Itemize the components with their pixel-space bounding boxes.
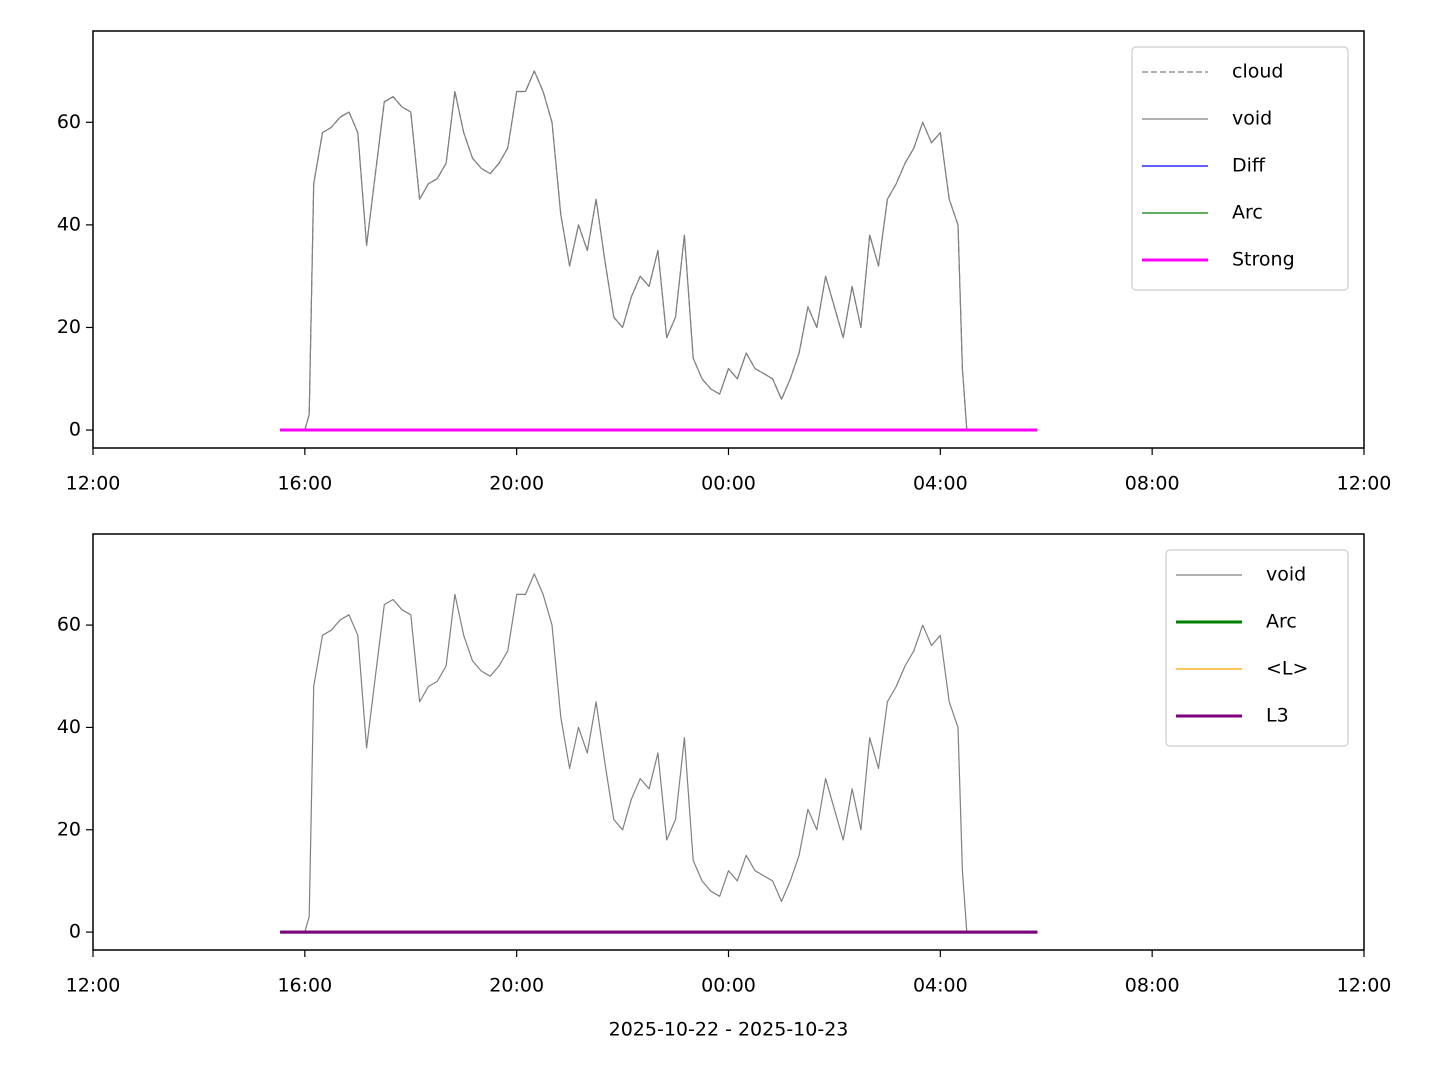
legend-label: Arc bbox=[1232, 202, 1263, 224]
legend-label: cloud bbox=[1232, 61, 1283, 83]
legend-label: Arc bbox=[1266, 611, 1297, 633]
y-tick-label: 40 bbox=[57, 716, 81, 738]
legend: cloud void Diff Arc Strong bbox=[1131, 46, 1349, 291]
y-tick-label: 0 bbox=[69, 921, 81, 943]
legend-label: <L> bbox=[1266, 658, 1308, 680]
series-line bbox=[304, 573, 968, 933]
x-axis-label: 2025-10-22 - 2025-10-23 bbox=[609, 1019, 849, 1041]
series-line bbox=[304, 70, 968, 431]
x-tick-label: 00:00 bbox=[701, 975, 756, 997]
x-tick-label: 12:00 bbox=[1337, 473, 1392, 495]
legend-label: void bbox=[1232, 108, 1272, 130]
legend: void Arc <L> L3 bbox=[1165, 549, 1349, 747]
series-line bbox=[304, 70, 968, 431]
x-tick-label: 20:00 bbox=[489, 975, 544, 997]
x-tick-label: 16:00 bbox=[277, 473, 332, 495]
y-tick-label: 40 bbox=[57, 213, 81, 235]
x-tick-label: 04:00 bbox=[913, 975, 968, 997]
legend-label: L3 bbox=[1266, 705, 1289, 727]
y-tick-label: 20 bbox=[57, 818, 81, 840]
x-tick-label: 00:00 bbox=[701, 473, 756, 495]
legend-box bbox=[1165, 549, 1349, 747]
x-tick-label: 08:00 bbox=[1125, 473, 1180, 495]
x-tick-label: 16:00 bbox=[277, 975, 332, 997]
legend-label: Strong bbox=[1232, 249, 1295, 271]
legend-label: Diff bbox=[1232, 155, 1266, 177]
y-tick-label: 0 bbox=[69, 419, 81, 441]
x-tick-label: 12:00 bbox=[1337, 975, 1392, 997]
legend-box bbox=[1131, 46, 1349, 291]
y-tick-label: 60 bbox=[57, 111, 81, 133]
y-tick-label: 20 bbox=[57, 316, 81, 338]
legend-label: void bbox=[1266, 564, 1306, 586]
x-tick-label: 08:00 bbox=[1125, 975, 1180, 997]
y-tick-label: 60 bbox=[57, 614, 81, 636]
x-tick-label: 20:00 bbox=[489, 473, 544, 495]
x-tick-label: 12:00 bbox=[66, 975, 121, 997]
x-tick-label: 12:00 bbox=[66, 473, 121, 495]
x-tick-label: 04:00 bbox=[913, 473, 968, 495]
